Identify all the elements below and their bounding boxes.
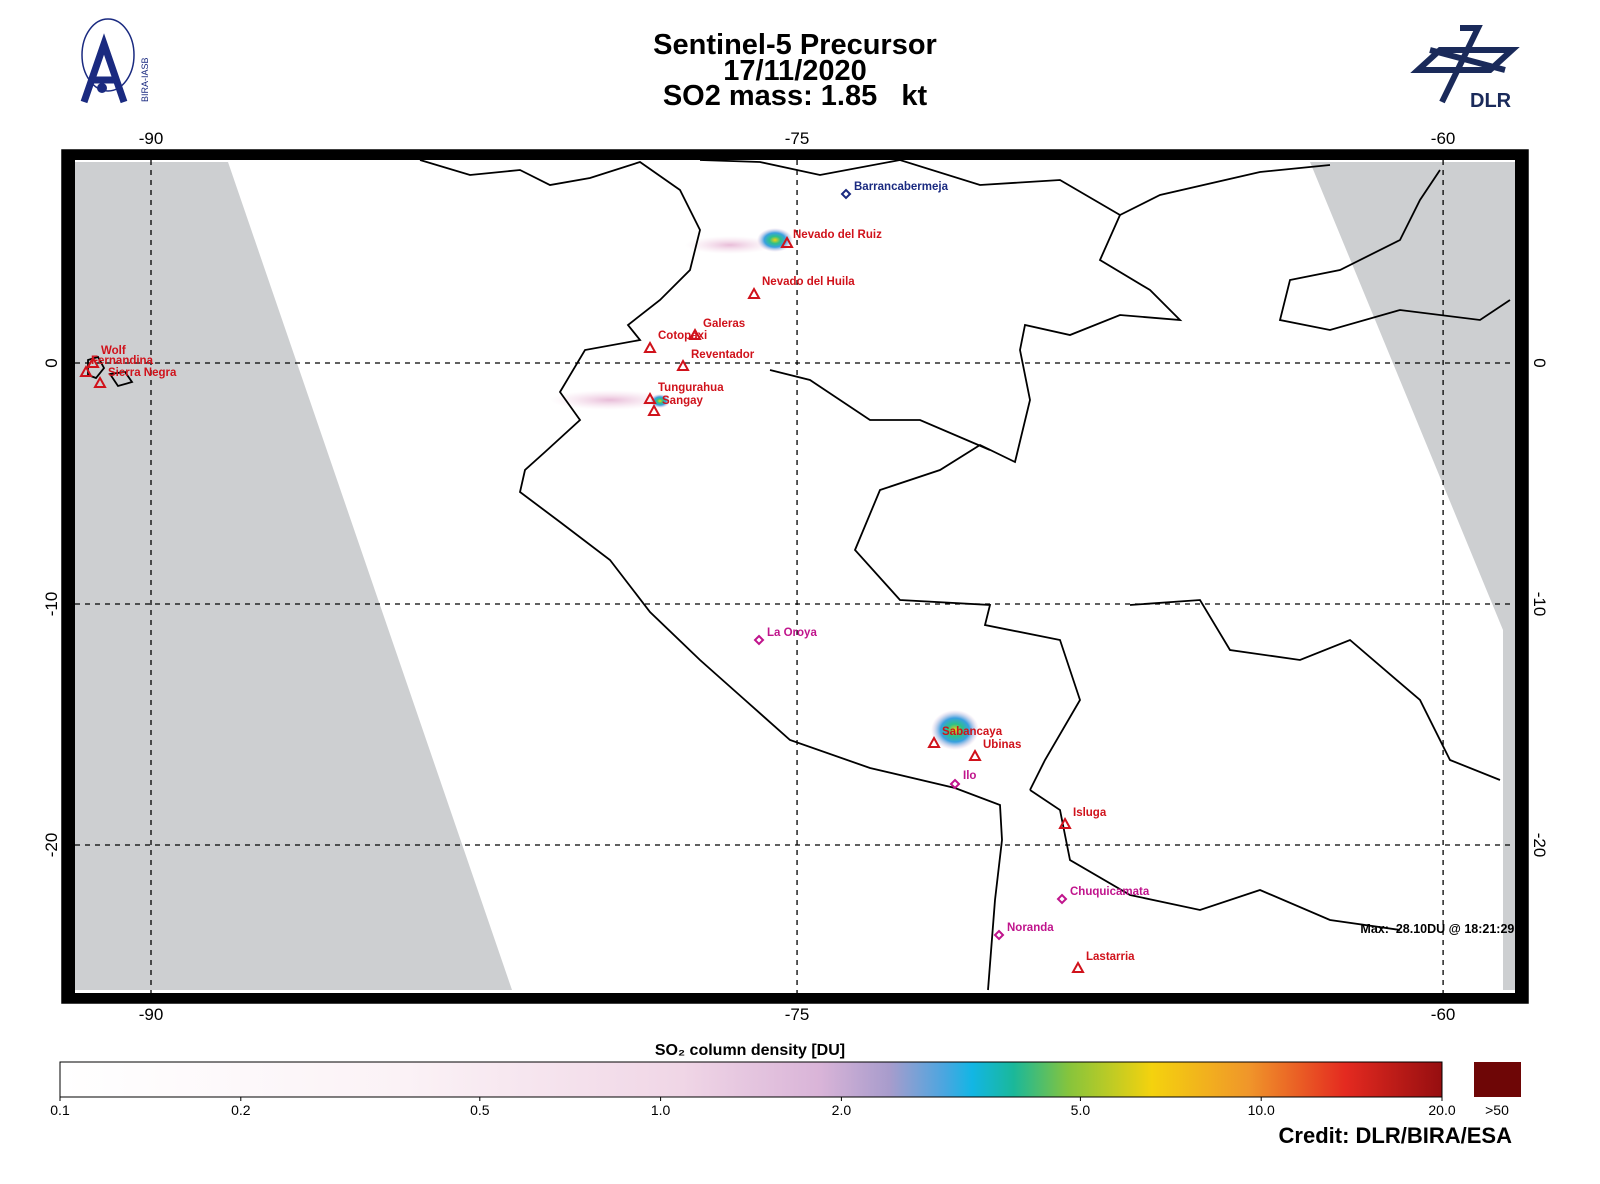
volcano-marker	[688, 327, 702, 340]
volcano-label: Nevado del Huila	[762, 276, 855, 288]
volcano-label: Lastarria	[1086, 951, 1135, 963]
lon-tick-label: -75	[785, 1005, 810, 1024]
lat-tick-label: -10	[1530, 592, 1549, 617]
emitter-label: La Oroya	[767, 627, 817, 639]
volcano-label: Wolf	[101, 345, 126, 357]
volcano-marker	[647, 403, 661, 416]
volcano-label: Fernandina	[91, 355, 154, 367]
colorbar-tick-label: 20.0	[1428, 1102, 1455, 1118]
volcano-marker	[747, 286, 761, 299]
volcano-marker	[780, 235, 794, 248]
lon-tick-label: -60	[1431, 1005, 1456, 1024]
volcano-label: Reventador	[691, 349, 755, 361]
lat-tick-label: 0	[1530, 358, 1549, 367]
lon-tick-label: -90	[139, 1005, 164, 1024]
volcano-label: Cotopaxi	[658, 330, 707, 342]
colorbar	[59, 1061, 1443, 1098]
colorbar-tick-label: 10.0	[1248, 1102, 1275, 1118]
volcano-label: Ubinas	[983, 739, 1021, 751]
colorbar-title: SO₂ column density [DU]	[655, 1042, 845, 1059]
volcano-label: Sabancaya	[942, 726, 1003, 738]
emitter-marker	[993, 929, 1005, 941]
volcano-marker	[1058, 816, 1072, 829]
map: Nevado del Ruiz Nevado del Huila GalerasCo…	[61, 149, 1529, 1004]
volcano-marker	[86, 355, 100, 368]
emitter-label: Noranda	[1007, 922, 1054, 934]
volcano-marker	[93, 375, 107, 388]
lat-tick-label: -10	[42, 592, 61, 617]
emitter-marker	[949, 778, 961, 790]
volcano-label: Isluga	[1073, 807, 1107, 819]
lon-tick-label: -90	[139, 129, 164, 148]
date: 17/11/2020	[723, 55, 867, 87]
volcano-marker	[1071, 960, 1085, 973]
bira-logo: BIRA-IASB	[80, 18, 150, 104]
dlr-logo: DLR	[1410, 25, 1520, 112]
lon-tick-label: -60	[1431, 129, 1456, 148]
emitter-label: Chuquicamata	[1070, 886, 1150, 898]
overflow-label: >50	[1485, 1102, 1509, 1118]
volcano-label: Galeras	[703, 318, 745, 330]
coastlines	[87, 159, 1511, 991]
volcano-label: Tungurahua	[658, 382, 724, 394]
refinery-marker	[840, 188, 852, 200]
lat-tick-label: -20	[42, 833, 61, 858]
colorbar-tick-label: 0.1	[50, 1102, 70, 1118]
lat-tick-label: -20	[1530, 833, 1549, 858]
volcano-marker	[676, 358, 690, 371]
max-label: Max: 28.10DU @ 18:21:29h	[1360, 922, 1522, 936]
colorbar-tick-label: 5.0	[1071, 1102, 1091, 1118]
volcano-marker	[643, 391, 657, 404]
volcano-label: Sangay	[662, 395, 704, 407]
lon-tick-label: -75	[785, 129, 810, 148]
bira-text: BIRA-IASB	[140, 57, 150, 102]
emitter-marker	[1056, 893, 1068, 905]
colorbar-tick-label: 0.2	[231, 1102, 251, 1118]
colorbar-tick-label: 0.5	[470, 1102, 490, 1118]
lat-tick-label: 0	[42, 358, 61, 367]
colorbar-tick-label: 2.0	[832, 1102, 852, 1118]
colorbar-tick-label: 1.0	[651, 1102, 671, 1118]
title: Sentinel-5 Precursor	[653, 29, 937, 61]
volcano-marker	[643, 340, 657, 353]
emitter-label: Ilo	[963, 770, 976, 782]
emitter-marker	[753, 634, 765, 646]
credit: Credit: DLR/BIRA/ESA	[1279, 1123, 1513, 1148]
volcano-marker	[927, 735, 941, 748]
volcano-label: Nevado del Ruiz	[793, 229, 882, 241]
dlr-text: DLR	[1470, 90, 1512, 112]
mass: SO2 mass: 1.85 kt	[663, 80, 928, 112]
volcano-label: Sierra Negra	[108, 367, 177, 379]
volcano-marker	[968, 748, 982, 761]
volcano-marker	[79, 364, 93, 377]
overflow-swatch	[1474, 1062, 1521, 1097]
refinery-label: Barrancabermeja	[854, 181, 949, 193]
